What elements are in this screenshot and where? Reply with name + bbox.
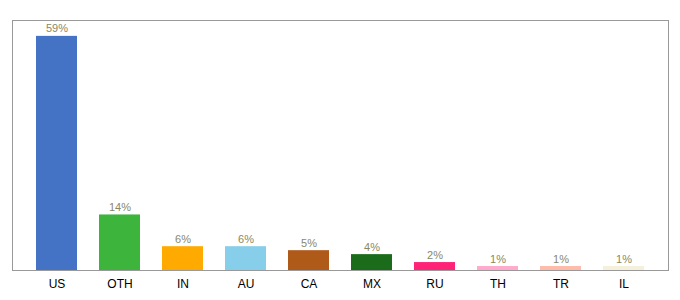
svg-text:RU: RU [426, 277, 443, 291]
svg-text:59%: 59% [46, 22, 68, 34]
svg-text:TR: TR [553, 277, 569, 291]
svg-text:14%: 14% [109, 201, 131, 213]
svg-text:IL: IL [619, 277, 629, 291]
svg-text:5%: 5% [301, 237, 317, 249]
svg-text:US: US [49, 277, 66, 291]
svg-text:6%: 6% [238, 233, 254, 245]
svg-text:1%: 1% [616, 253, 632, 265]
svg-text:IN: IN [177, 277, 189, 291]
svg-text:OTH: OTH [107, 277, 132, 291]
svg-text:CA: CA [301, 277, 318, 291]
svg-text:4%: 4% [364, 241, 380, 253]
svg-text:1%: 1% [490, 253, 506, 265]
svg-text:TH: TH [490, 277, 506, 291]
svg-text:6%: 6% [175, 233, 191, 245]
svg-text:MX: MX [363, 277, 381, 291]
svg-text:AU: AU [238, 277, 255, 291]
svg-text:2%: 2% [427, 249, 443, 261]
svg-text:1%: 1% [553, 253, 569, 265]
